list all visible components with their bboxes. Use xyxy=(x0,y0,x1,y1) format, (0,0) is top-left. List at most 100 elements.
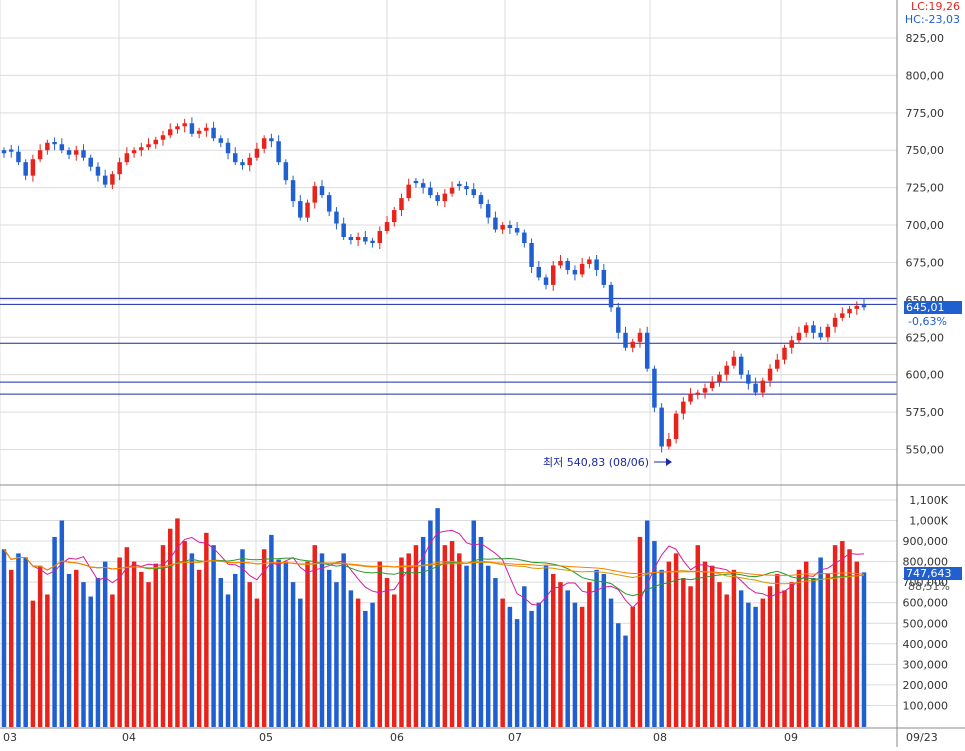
candle-body xyxy=(616,307,621,333)
volume-bar xyxy=(529,610,534,727)
candle-body xyxy=(363,237,368,242)
candle-body xyxy=(240,162,245,166)
candle-body xyxy=(666,439,672,447)
volume-bar xyxy=(818,557,823,727)
candle-body xyxy=(637,332,643,342)
volume-bar xyxy=(753,606,758,727)
volume-bar xyxy=(312,545,317,727)
price-tick-label: 725,00 xyxy=(906,182,945,195)
lc-label: LC:19,26 xyxy=(911,0,960,13)
candle-body xyxy=(753,383,758,393)
volume-bar xyxy=(88,596,93,727)
candle-body xyxy=(782,347,787,360)
volume-bar xyxy=(464,565,469,727)
candle-body xyxy=(847,308,852,314)
candle-body xyxy=(218,138,224,143)
candle-body xyxy=(644,332,650,369)
axis-labels: 825,00 800,00 775,00 750,00 725,00 700,00 675,… xyxy=(3,32,949,744)
candle-body xyxy=(52,141,57,145)
candle-body xyxy=(196,130,202,134)
candle-body xyxy=(601,269,607,285)
volume-tick-label: 300,000 xyxy=(903,658,949,671)
volume-bar xyxy=(283,561,289,727)
volume-bar xyxy=(146,582,151,727)
volume-bar xyxy=(384,578,390,727)
volume-bar xyxy=(724,594,729,727)
candle-body xyxy=(110,174,115,185)
volume-bar xyxy=(637,536,643,727)
candle-body xyxy=(66,150,72,155)
current-price-badge: 645,01 -0,63% xyxy=(904,301,962,328)
month-label: 09 xyxy=(784,731,798,744)
candle-body xyxy=(102,175,108,185)
candle-body xyxy=(529,243,534,267)
volume-bar xyxy=(594,569,599,727)
low-annotation-arrowhead xyxy=(666,458,672,466)
volume-bar xyxy=(558,582,563,727)
candle-body xyxy=(796,332,802,341)
volume-bar xyxy=(341,553,346,727)
volume-tick-label: 600,000 xyxy=(903,597,949,610)
volume-bar xyxy=(30,600,36,727)
volume-bar xyxy=(825,573,831,727)
volume-bar xyxy=(196,569,202,727)
volume-bar xyxy=(8,569,14,727)
volume-bar xyxy=(536,602,542,727)
candle-body xyxy=(746,374,751,384)
candle-body xyxy=(428,187,433,196)
candle-body xyxy=(124,153,130,163)
volume-bar xyxy=(565,590,570,727)
volume-bar xyxy=(305,561,310,727)
candle-body xyxy=(579,263,585,275)
price-tick-label: 700,00 xyxy=(906,219,945,232)
candle-body xyxy=(536,266,542,278)
volume-bar xyxy=(493,578,498,727)
volume-moving-average xyxy=(3,529,865,609)
volume-tick-label: 900,000 xyxy=(903,535,949,548)
price-tick-label: 600,00 xyxy=(906,369,945,382)
candle-body xyxy=(334,211,339,224)
candle-body xyxy=(861,305,867,308)
candle-body xyxy=(225,142,231,154)
candle-body xyxy=(160,135,166,140)
volume-bar xyxy=(811,578,816,727)
volume-bar xyxy=(587,582,592,727)
volume-bar xyxy=(240,549,245,727)
volume-bar xyxy=(652,541,657,727)
candle-body xyxy=(377,231,383,244)
month-label: 06 xyxy=(390,731,404,744)
volume-bar xyxy=(666,561,672,727)
volume-bar xyxy=(579,606,585,727)
candle-body xyxy=(182,123,187,127)
volume-bar xyxy=(803,561,809,727)
volume-bar xyxy=(688,586,693,727)
candle-body xyxy=(514,228,520,233)
volume-bar xyxy=(124,547,130,727)
price-tick-label: 625,00 xyxy=(906,331,945,344)
candle-body xyxy=(717,374,722,383)
volume-moving-average xyxy=(3,549,865,576)
candle-body xyxy=(153,139,159,145)
candle-body xyxy=(261,138,267,149)
volume-bar xyxy=(420,536,426,727)
volume-bar xyxy=(731,569,737,727)
candle-body xyxy=(1,150,7,154)
candle-body xyxy=(233,153,238,163)
candle-body xyxy=(392,210,397,223)
candle-body xyxy=(731,356,737,366)
candle-body xyxy=(59,144,65,151)
volume-bar xyxy=(326,569,332,727)
candle-body xyxy=(269,138,274,142)
volume-tick-label: 800,000 xyxy=(903,556,949,569)
candle-body xyxy=(8,149,14,152)
volume-bar xyxy=(233,573,238,727)
candle-body xyxy=(247,157,252,166)
candle-body xyxy=(652,368,657,408)
candle-body xyxy=(608,284,614,308)
volume-bar xyxy=(254,598,260,727)
hc-label: HC:-23,03 xyxy=(905,13,960,26)
candle-body xyxy=(298,201,303,218)
volume-bar xyxy=(377,561,383,727)
